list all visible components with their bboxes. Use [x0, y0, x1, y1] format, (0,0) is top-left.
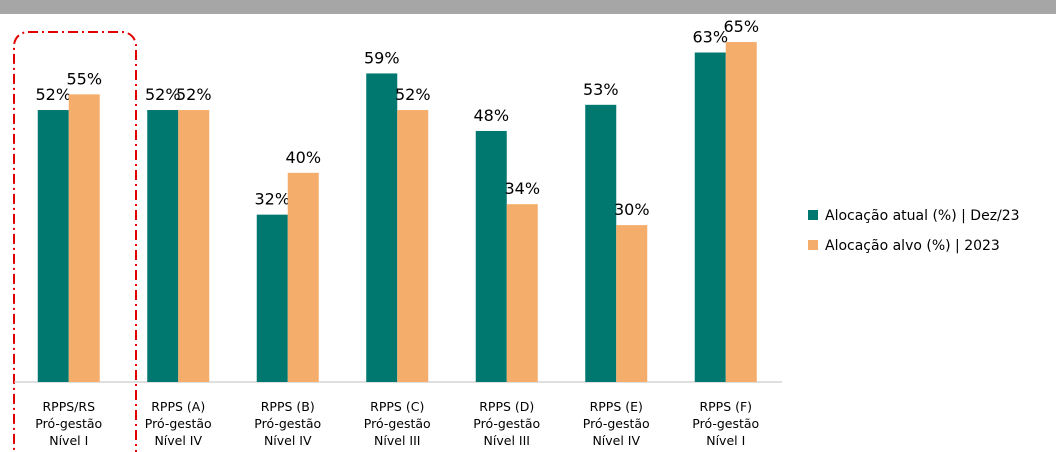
bar: [366, 73, 398, 383]
value-label: 55%: [66, 69, 102, 88]
value-label: 53%: [583, 80, 619, 99]
highlight-frame: [13, 31, 137, 452]
x-tick-label: RPPS (B) Pró-gestão Nível IV: [254, 399, 322, 448]
legend-swatch: [808, 240, 818, 250]
bar: [397, 110, 429, 382]
x-tick-label: RPPS (F) Pró-gestão Nível I: [692, 399, 760, 448]
value-label: 48%: [473, 106, 509, 125]
value-label: 52%: [176, 85, 212, 104]
bar: [475, 130, 507, 382]
legend-label: Alocação atual (%) | Dez/23: [825, 208, 1020, 224]
bar: [256, 214, 288, 382]
bar: [287, 172, 319, 382]
x-tick-label: RPPS (E) Pró-gestão Nível IV: [582, 399, 650, 448]
legend-label: Alocação alvo (%) | 2023: [825, 238, 1000, 254]
value-label: 52%: [35, 85, 71, 104]
value-label: 59%: [364, 48, 400, 67]
value-label: 65%: [723, 17, 759, 36]
value-label: 32%: [254, 190, 290, 209]
value-label: 30%: [614, 200, 650, 219]
x-tick-label: RPPS (A) Pró-gestão Nível IV: [144, 399, 212, 448]
x-tick-label: RPPS/RS Pró-gestão Nível I: [35, 399, 103, 448]
bar: [694, 52, 726, 382]
bar: [68, 94, 100, 382]
bar: [725, 42, 757, 383]
bar: [506, 204, 538, 382]
top-band: [0, 0, 1056, 14]
value-label: 34%: [504, 179, 540, 198]
bar: [147, 110, 179, 382]
value-label: 52%: [145, 85, 181, 104]
bar: [178, 110, 210, 382]
x-tick-label: RPPS (C) Pró-gestão Nível III: [363, 399, 431, 448]
x-tick-label: RPPS (D) Pró-gestão Nível III: [473, 399, 541, 448]
bar: [37, 110, 69, 382]
value-label: 52%: [395, 85, 431, 104]
bar: [585, 104, 617, 382]
bar: [616, 225, 648, 382]
value-label: 40%: [285, 148, 321, 167]
legend-swatch: [808, 210, 818, 220]
value-label: 63%: [692, 28, 728, 47]
